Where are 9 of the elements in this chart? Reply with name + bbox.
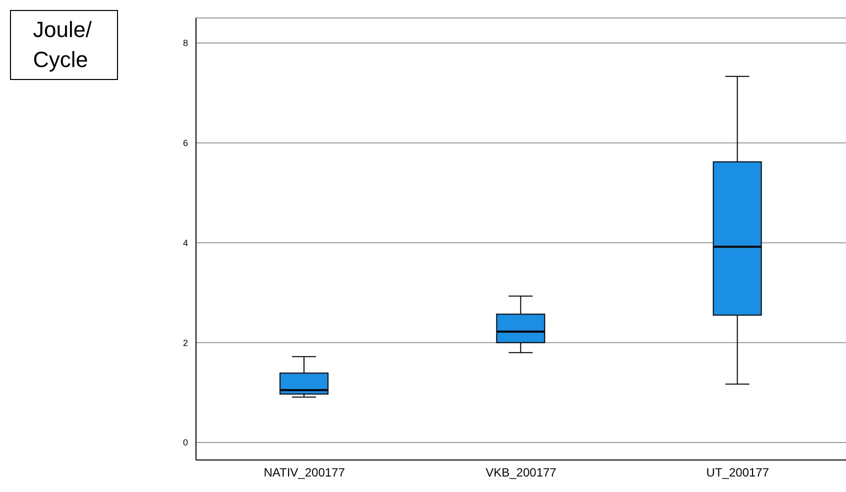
y-tick-label: 0 <box>182 438 188 448</box>
x-tick-label: UT_200177 <box>706 466 770 480</box>
y-tick-label: 2 <box>182 338 188 348</box>
x-tick-label: NATIV_200177 <box>264 466 346 480</box>
y-tick-label: 8 <box>182 38 188 48</box>
x-tick-label: VKB_200177 <box>486 466 557 480</box>
y-axis-title: Joule/Cycle <box>33 16 93 74</box>
y-tick-label: 6 <box>182 138 188 148</box>
y-tick-label: 4 <box>182 238 188 248</box>
